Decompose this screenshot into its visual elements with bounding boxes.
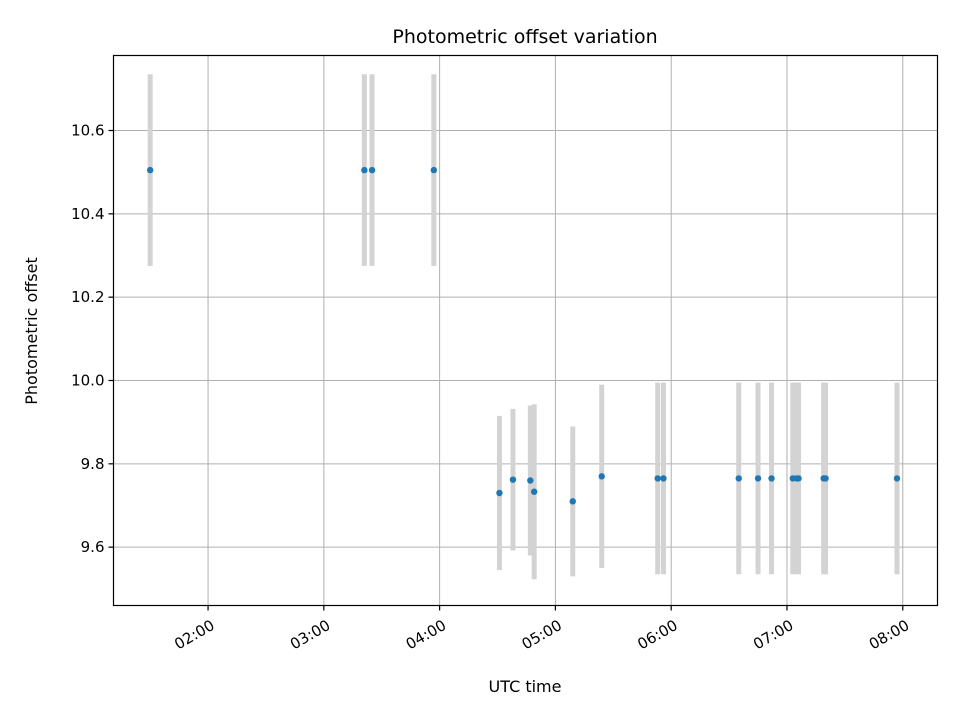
data-point (654, 475, 661, 482)
data-point (361, 166, 368, 174)
data-point (893, 475, 901, 482)
y-tick-label: 10.4 (71, 205, 104, 223)
data-point (768, 475, 775, 482)
x-axis-label: UTC time (489, 677, 562, 696)
data-point (368, 166, 376, 174)
data-point (795, 475, 802, 482)
grid (113, 55, 938, 606)
data-point (530, 488, 538, 495)
data-point (754, 475, 762, 482)
data-point (822, 475, 829, 482)
data-point (660, 475, 667, 482)
data-point (430, 166, 438, 174)
y-tick-label: 10.6 (71, 122, 104, 140)
data-point (146, 166, 154, 174)
data-point (527, 477, 534, 484)
chart-title: Photometric offset variation (392, 26, 657, 48)
y-tick-label: 9.6 (81, 538, 105, 556)
y-tick-label: 10.2 (71, 288, 104, 306)
y-axis-label: Photometric offset (22, 257, 41, 405)
y-axis: 9.6 9.8 10.0 10.2 10.4 10.6 (71, 122, 114, 556)
data-point (496, 489, 503, 497)
data-point (598, 473, 605, 480)
plot-frame (112, 54, 939, 607)
data-point (509, 476, 517, 483)
data-point (735, 475, 742, 482)
data-point (569, 498, 576, 505)
y-tick-label: 10.0 (71, 372, 104, 390)
data-points (146, 166, 901, 505)
y-tick-label: 9.8 (81, 455, 105, 473)
